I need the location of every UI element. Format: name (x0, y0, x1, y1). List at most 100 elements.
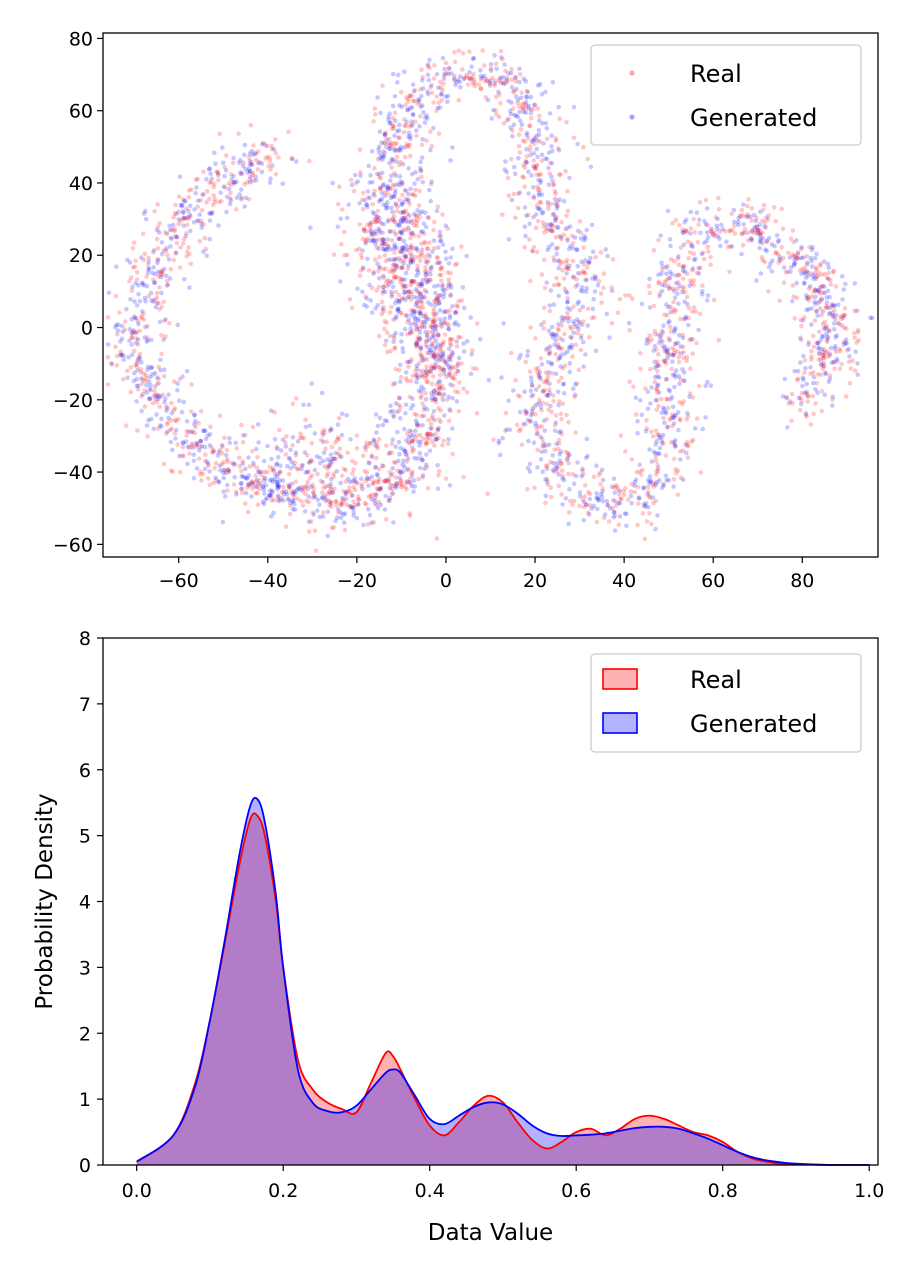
scatter-point-real (418, 113, 423, 119)
scatter-point-real (158, 272, 163, 277)
scatter-point-generated (383, 493, 389, 499)
scatter-point-generated (504, 169, 510, 175)
scatter-point-real (120, 376, 126, 382)
scatter-point-generated (325, 457, 331, 462)
scatter-point-real (688, 278, 693, 283)
scatter-point-real (548, 223, 554, 229)
scatter-point-generated (824, 331, 829, 337)
scatter-point-generated (657, 478, 662, 483)
scatter-point-generated (524, 160, 529, 165)
scatter-point-generated (454, 309, 459, 315)
scatter-point-generated (804, 381, 810, 387)
scatter-point-generated (425, 116, 430, 121)
scatter-point-real (654, 397, 660, 403)
scatter-point-generated (450, 350, 456, 356)
scatter-point-generated (419, 247, 425, 252)
scatter-point-real (405, 266, 411, 272)
scatter-point-generated (504, 118, 510, 123)
scatter-point-real (551, 181, 557, 187)
scatter-point-real (372, 165, 377, 171)
scatter-point-real (348, 177, 354, 183)
scatter-point-real (381, 463, 386, 469)
scatter-point-generated (317, 502, 322, 508)
scatter-point-real (536, 372, 542, 377)
scatter-point-real (527, 123, 532, 129)
scatter-point-generated (387, 111, 392, 116)
scatter-point-generated (397, 452, 402, 457)
scatter-point-real (533, 225, 539, 231)
scatter-point-generated (551, 469, 557, 474)
scatter-point-real (212, 465, 217, 471)
scatter-point-generated (553, 337, 559, 343)
scatter-point-generated (758, 271, 764, 276)
scatter-point-generated (545, 247, 550, 253)
scatter-point-real (205, 476, 211, 481)
scatter-point-real (372, 188, 377, 194)
scatter-point-real (524, 88, 530, 94)
scatter-point-real (647, 511, 652, 516)
scatter-point-generated (141, 211, 147, 216)
scatter-point-real (844, 326, 849, 331)
scatter-point-generated (649, 385, 654, 390)
scatter-point-real (687, 337, 692, 343)
scatter-point-generated (259, 161, 265, 166)
scatter-point-generated (366, 506, 371, 512)
scatter-point-generated (411, 433, 416, 438)
scatter-point-generated (826, 328, 832, 334)
scatter-point-real (547, 171, 552, 176)
scatter-point-generated (397, 362, 403, 368)
scatter-point-generated (181, 215, 186, 221)
scatter-point-real (653, 458, 659, 464)
scatter-point-real (272, 410, 277, 415)
scatter-point-generated (418, 344, 423, 350)
scatter-point-real (549, 409, 554, 415)
scatter-point-real (557, 399, 562, 404)
scatter-point-real (114, 363, 120, 368)
scatter-point-generated (528, 94, 534, 100)
scatter-point-real (198, 439, 203, 444)
scatter-point-real (415, 267, 421, 273)
scatter-point-generated (500, 435, 505, 441)
scatter-point-real (405, 378, 410, 384)
scatter-point-real (348, 489, 353, 495)
scatter-point-real (474, 410, 480, 416)
scatter-point-real (388, 186, 394, 192)
scatter-point-real (759, 230, 765, 236)
scatter-point-generated (302, 509, 308, 514)
scatter-point-generated (540, 209, 546, 215)
scatter-point-real (668, 416, 674, 421)
scatter-point-generated (401, 218, 406, 224)
scatter-point-real (434, 254, 440, 260)
scatter-point-generated (429, 391, 434, 396)
scatter-point-generated (185, 461, 190, 467)
scatter-point-real (529, 383, 535, 388)
scatter-point-real (541, 379, 547, 385)
scatter-point-real (532, 404, 538, 409)
scatter-point-real (351, 484, 357, 490)
scatter-point-real (566, 266, 572, 272)
scatter-point-generated (426, 77, 432, 83)
scatter-point-generated (433, 290, 438, 296)
scatter-point-real (524, 410, 529, 415)
scatter-point-generated (380, 230, 385, 235)
scatter-point-generated (546, 370, 552, 375)
scatter-point-real (655, 351, 661, 357)
scatter-point-generated (375, 261, 380, 267)
scatter-point-real (497, 92, 502, 97)
scatter-point-real (434, 387, 439, 393)
scatter-point-real (803, 412, 809, 418)
scatter-point-generated (243, 490, 249, 496)
scatter-point-generated (529, 379, 534, 384)
scatter-point-generated (539, 362, 545, 367)
scatter-point-real (819, 297, 825, 303)
scatter-point-generated (652, 344, 658, 349)
scatter-point-generated (704, 206, 710, 211)
scatter-point-real (809, 349, 814, 354)
scatter-point-generated (289, 459, 295, 465)
scatter-point-generated (583, 258, 588, 263)
scatter-point-generated (450, 396, 455, 401)
scatter-point-real (820, 321, 826, 327)
scatter-point-generated (821, 259, 827, 264)
scatter-point-real (405, 289, 410, 295)
scatter-point-real (585, 156, 590, 162)
